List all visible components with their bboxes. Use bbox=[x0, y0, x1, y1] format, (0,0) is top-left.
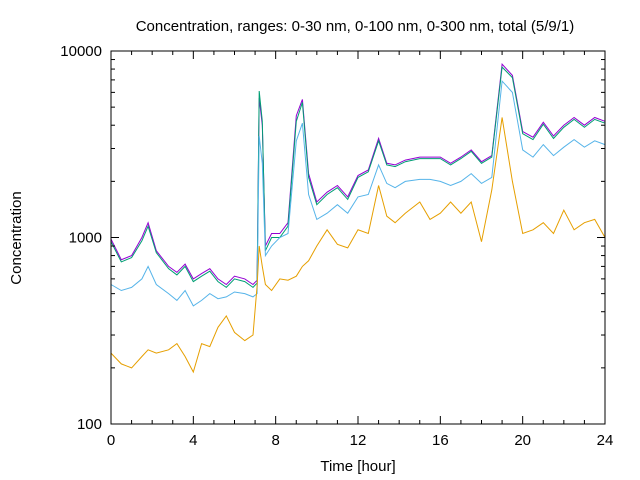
x-axis: 0 4 8 12 16 20 24 bbox=[107, 51, 614, 449]
y-tick-label: 100 bbox=[77, 416, 102, 433]
x-tick-label: 8 bbox=[271, 432, 279, 449]
series-line-3 bbox=[110, 79, 606, 307]
x-tick-label: 24 bbox=[597, 432, 614, 449]
x-tick-label: 20 bbox=[514, 432, 531, 449]
y-tick-label: 1000 bbox=[69, 230, 102, 247]
plot-frame bbox=[110, 50, 606, 425]
plot-area bbox=[110, 63, 606, 374]
series-line-2 bbox=[110, 66, 606, 289]
series-line-1 bbox=[110, 63, 606, 286]
x-tick-label: 12 bbox=[350, 432, 367, 449]
chart-title: Concentration, ranges: 0-30 nm, 0-100 nm… bbox=[136, 18, 575, 35]
y-tick-label: 10000 bbox=[60, 43, 102, 60]
x-tick-label: 0 bbox=[107, 432, 115, 449]
x-tick-label: 16 bbox=[432, 432, 449, 449]
y-axis: 100 1000 10000 bbox=[60, 43, 605, 433]
series-line-4 bbox=[110, 117, 606, 374]
y-axis-label: Concentration bbox=[8, 191, 25, 284]
x-axis-label: Time [hour] bbox=[320, 458, 395, 475]
x-tick-label: 4 bbox=[189, 432, 197, 449]
